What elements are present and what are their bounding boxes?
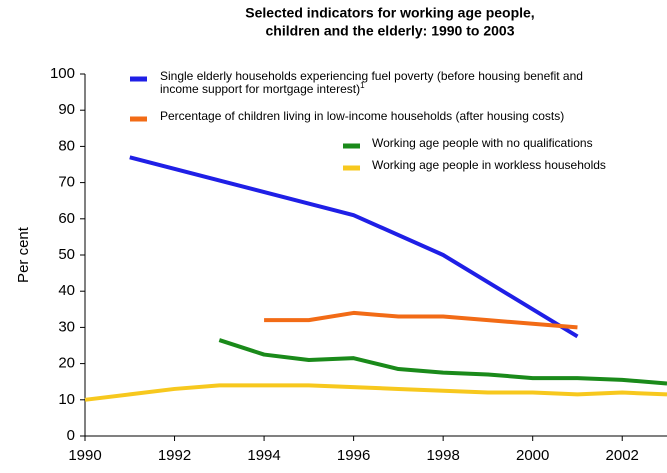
legend-line: Single elderly households experiencing f… xyxy=(160,69,583,83)
legend-label: Percentage of children living in low-inc… xyxy=(160,109,564,123)
series-line xyxy=(264,310,578,330)
legend-footnote: 1 xyxy=(360,81,365,90)
y-tick-label: 0 xyxy=(67,427,75,444)
legend-label: Single elderly households experiencing f… xyxy=(160,69,583,96)
y-tick-label: 90 xyxy=(58,101,75,118)
legend-label: Working age people with no qualification… xyxy=(372,136,593,150)
series-line xyxy=(84,383,667,402)
y-axis-label: Per cent xyxy=(15,226,32,283)
chart-title: children and the elderly: 1990 to 2003 xyxy=(266,23,515,39)
y-tick-label: 40 xyxy=(58,282,75,299)
x-tick-label: 1990 xyxy=(68,447,101,464)
y-tick-label: 20 xyxy=(58,355,75,372)
y-tick-label: 100 xyxy=(50,65,75,82)
x-tick-label: 2002 xyxy=(606,447,639,464)
x-tick-label: 2000 xyxy=(516,447,549,464)
chart-title: Selected indicators for working age peop… xyxy=(245,5,534,21)
y-tick-label: 80 xyxy=(58,137,75,154)
x-tick-label: 1998 xyxy=(426,447,459,464)
y-tick-label: 70 xyxy=(58,174,75,191)
legend-line: income support for mortgage interest) xyxy=(160,82,360,96)
y-tick-label: 60 xyxy=(58,210,75,227)
x-tick-label: 1996 xyxy=(337,447,370,464)
series-line xyxy=(218,338,667,386)
y-tick-label: 50 xyxy=(58,246,75,263)
legend-label: Working age people in workless household… xyxy=(372,158,606,172)
y-tick-label: 30 xyxy=(58,318,75,335)
x-tick-label: 1994 xyxy=(247,447,280,464)
x-tick-label: 1992 xyxy=(158,447,191,464)
series-line xyxy=(129,155,579,339)
y-tick-label: 10 xyxy=(58,391,75,408)
